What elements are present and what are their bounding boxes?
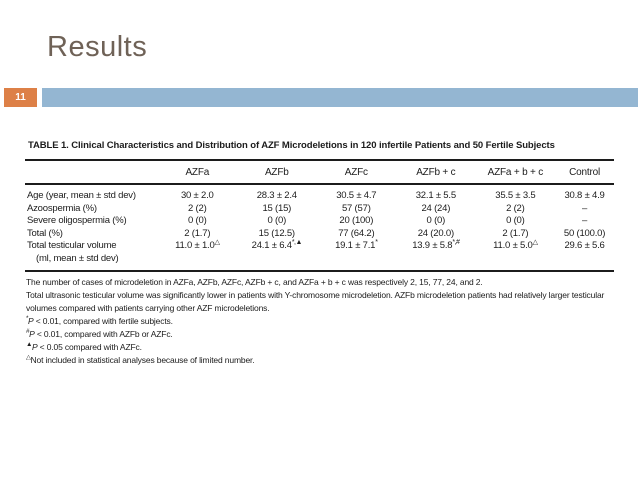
table-cell: 50 (100.0)	[563, 227, 606, 239]
column-header: AZFb + c	[396, 160, 476, 185]
column-header: Control	[555, 160, 614, 185]
clinical-characteristics-table: AZFa AZFb AZFc AZFb + c AZFa + b + c Control …	[25, 159, 614, 272]
table-cell: 30 ± 2.0	[180, 190, 214, 201]
table-cell: 2 (2)	[188, 202, 207, 214]
table-row: Age (year, mean ± std dev) 30 ± 2.0 28.3 ±…	[25, 184, 614, 203]
table-row: Azoospermia (%) 2 (2) 15 (15) 57 (57) 24 (24…	[25, 203, 614, 216]
table-cell: 2 (1.7)	[184, 227, 211, 239]
row-label-header	[25, 160, 158, 185]
table-cell: 77 (64.2)	[338, 227, 375, 239]
table-cell: 0 (0)	[506, 215, 525, 226]
table-cell: 28.3 ± 2.4	[256, 190, 297, 201]
table-cell: 2 (1.7)	[502, 227, 529, 239]
table-row: Total (%) 2 (1.7) 15 (12.5) 77 (64.2) 24 (20…	[25, 228, 614, 241]
table-cell: 24.1 ± 6.4*,▲	[251, 238, 303, 251]
column-header: AZFc	[316, 160, 397, 185]
page-number-label: 11	[15, 92, 26, 103]
table-cell: 20 (100)	[339, 215, 374, 226]
table-cell: 0 (0)	[267, 215, 287, 226]
table-footnotes: The number of cases of microdeletion in …	[25, 276, 614, 367]
footnote: △Not included in statistical analyses be…	[26, 354, 255, 365]
table-body: Age (year, mean ± std dev) 30 ± 2.0 28.3 ±…	[25, 184, 614, 271]
table-cell: 11.0 ± 5.0△	[493, 238, 538, 251]
table-cell: 24 (24)	[421, 202, 451, 214]
row-label: Severe oligospermia (%)	[27, 215, 127, 226]
table-cell: 2 (2)	[506, 202, 525, 214]
table-cell: 0 (0)	[188, 215, 207, 226]
title-accent-bar	[42, 88, 638, 107]
table-cell: 35.5 ± 3.5	[495, 190, 536, 201]
table-row: Total testicular volume (ml, mean ± std d…	[25, 238, 614, 271]
page-number-badge: 11	[4, 88, 37, 107]
table-cell: 11.0 ± 1.0△	[175, 238, 220, 251]
table-cell: –	[582, 202, 588, 214]
column-header: AZFb	[237, 160, 317, 185]
footnote: The number of cases of microdeletion in …	[26, 277, 483, 287]
footnote: Total ultrasonic testicular volume was s…	[26, 290, 605, 313]
footnote: ▲P < 0.05 compared with AZFc.	[26, 341, 142, 352]
slide-title: Results	[47, 31, 148, 63]
table-row: Severe oligospermia (%) 0 (0) 0 (0) 20 (100…	[25, 215, 614, 228]
table-figure: TABLE 1. Clinical Characteristics and Di…	[25, 137, 614, 367]
table-cell: 13.9 ± 5.8*,#	[412, 238, 460, 251]
table-cell: 30.8 ± 4.9	[564, 190, 605, 201]
table-cell: 32.1 ± 5.5	[415, 190, 456, 201]
table-cell: 19.1 ± 7.1*	[335, 238, 378, 251]
footnote: #P < 0.01, compared with AZFb or AZFc.	[26, 328, 173, 339]
table-cell: 15 (15)	[262, 202, 292, 214]
row-label: Azoospermia (%)	[27, 202, 97, 214]
row-label: Total (%)	[27, 227, 63, 239]
row-label: Total testicular volume (ml, mean ± std d…	[27, 240, 119, 264]
table-cell: 15 (12.5)	[258, 227, 295, 239]
column-header: AZFa + b + c	[475, 160, 556, 185]
table-cell: 29.6 ± 5.6	[564, 240, 605, 251]
table-cell: 0 (0)	[426, 215, 446, 226]
footnote: *P < 0.01, compared with fertile subject…	[26, 315, 173, 326]
table-header-row: AZFa AZFb AZFc AZFb + c AZFa + b + c Control	[25, 160, 614, 185]
table-cell: 30.5 ± 4.7	[336, 190, 377, 201]
table-cell: 57 (57)	[341, 202, 371, 214]
column-header: AZFa	[157, 160, 238, 185]
row-label: Age (year, mean ± std dev)	[27, 190, 136, 201]
table-caption: TABLE 1. Clinical Characteristics and Di…	[28, 140, 555, 151]
table-cell: –	[582, 215, 588, 226]
table-cell: 24 (20.0)	[417, 227, 454, 239]
